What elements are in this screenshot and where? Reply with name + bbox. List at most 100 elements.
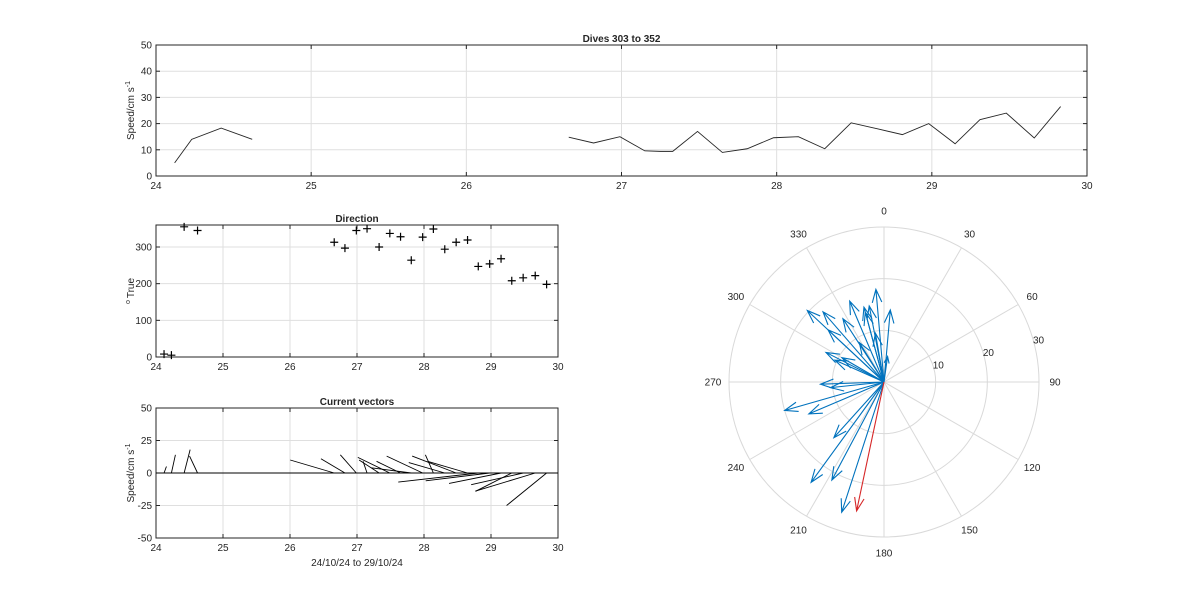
y-axis-label-superscript: -1 xyxy=(125,443,132,449)
compass-angle-label: 300 xyxy=(728,292,745,303)
compass-vector xyxy=(840,381,885,514)
axes-0: 24 25 26 27 28 29 30 0 10 20 30 40 50 Dives 303 to 35… xyxy=(125,34,1093,192)
x-tick-label: 29 xyxy=(485,543,497,554)
current-vector xyxy=(163,466,167,474)
y-axis-label-text: Speed/cm s xyxy=(126,450,137,503)
axes-2: 24 25 26 27 28 29 30 -50 -25 0 25 50 Current vectors… xyxy=(125,397,564,569)
compass-angle-label: 210 xyxy=(790,526,807,537)
compass-angle-label: 150 xyxy=(961,526,978,537)
compass-spoke xyxy=(883,304,1019,383)
y-tick-label: 200 xyxy=(135,279,152,290)
current-vector xyxy=(357,456,391,474)
compass-vector xyxy=(806,309,885,383)
x-tick-label: 24 xyxy=(150,181,162,192)
x-tick-label: 30 xyxy=(552,362,564,373)
compass-angle-label: 270 xyxy=(705,378,722,389)
x-tick-label: 24 xyxy=(150,543,162,554)
compass-ring-label: 10 xyxy=(933,360,945,371)
current-vector xyxy=(427,460,468,474)
current-vector xyxy=(371,467,412,474)
y-axis-label-superscript: -1 xyxy=(125,81,132,87)
y-tick-label: 300 xyxy=(135,243,152,254)
x-tick-label: 30 xyxy=(552,543,564,554)
y-tick-label: 50 xyxy=(141,404,153,415)
y-tick-label: 25 xyxy=(141,436,153,447)
y-tick-label: 30 xyxy=(141,93,153,104)
direction-point xyxy=(375,243,384,251)
x-tick-label: 29 xyxy=(485,362,497,373)
compass-spoke xyxy=(806,247,885,383)
y-tick-label: 0 xyxy=(146,353,152,364)
compass-vector xyxy=(840,356,885,383)
x-tick-label: 28 xyxy=(418,543,430,554)
compass-angle-label: 30 xyxy=(964,229,976,240)
y-axis-label: Speed/cm s-1 xyxy=(125,443,137,502)
y-axis-label-text: True xyxy=(126,278,137,299)
y-tick-label: -25 xyxy=(138,501,153,512)
direction-point xyxy=(167,351,176,360)
x-tick-label: 25 xyxy=(217,543,229,554)
y-axis-label-text: Speed/cm s xyxy=(126,87,137,140)
compass-angle-label: 180 xyxy=(876,549,893,560)
current-vector xyxy=(386,455,423,474)
current-vector xyxy=(425,472,490,482)
direction-point xyxy=(519,273,528,282)
current-vector xyxy=(506,472,547,506)
y-axis-label: Speed/cm s-1 xyxy=(125,81,137,140)
current-vector xyxy=(189,455,198,474)
compass-mean-vector xyxy=(854,381,885,513)
direction-point xyxy=(485,259,494,268)
x-tick-label: 26 xyxy=(461,181,473,192)
direction-point xyxy=(352,226,361,235)
compass-vector xyxy=(807,381,885,415)
direction-point xyxy=(330,238,339,247)
compass-ring-label: 30 xyxy=(1033,335,1045,346)
compass-vector xyxy=(871,287,885,383)
direction-point xyxy=(452,238,461,247)
compass-spoke xyxy=(806,381,885,517)
direction-point xyxy=(180,222,189,231)
direction-point xyxy=(385,229,394,238)
compass-spoke xyxy=(883,247,962,383)
compass-plot: 0 30 60 90 120 150 180 210 240 270 300 330 10 20 30 xyxy=(705,207,1061,560)
x-tick-label: 30 xyxy=(1081,181,1093,192)
y-axis-label-superscript: o xyxy=(125,300,132,304)
x-tick-label: 27 xyxy=(616,181,628,192)
current-vector xyxy=(475,472,536,492)
compass-angle-label: 90 xyxy=(1049,378,1061,389)
speed-series-line xyxy=(174,127,253,164)
x-tick-label: 28 xyxy=(418,362,430,373)
compass-vector xyxy=(866,304,885,383)
y-tick-label: 40 xyxy=(141,67,153,78)
x-tick-label: 25 xyxy=(306,181,318,192)
compass-spoke xyxy=(883,381,1019,460)
y-tick-label: 100 xyxy=(135,316,152,327)
compass-spoke xyxy=(749,381,885,460)
current-vector xyxy=(448,472,502,484)
y-tick-label: -50 xyxy=(138,534,153,545)
compass-angle-label: 120 xyxy=(1024,463,1041,474)
direction-point xyxy=(507,276,516,285)
compass-vector xyxy=(831,381,885,482)
y-tick-label: 10 xyxy=(141,145,153,156)
x-tick-label: 27 xyxy=(351,362,363,373)
x-tick-label: 29 xyxy=(926,181,938,192)
current-vector xyxy=(358,459,380,474)
speed-series-line xyxy=(568,106,1061,153)
x-tick-label: 25 xyxy=(217,362,229,373)
compass-vector xyxy=(842,317,885,383)
compass-angle-label: 0 xyxy=(881,207,887,218)
direction-point xyxy=(407,256,416,265)
compass-ring-label: 20 xyxy=(983,348,995,359)
current-vector xyxy=(183,449,191,474)
direction-point xyxy=(474,262,483,271)
compass-spoke xyxy=(883,381,962,517)
compass-vector xyxy=(883,308,895,383)
chart-title: Dives 303 to 352 xyxy=(583,34,661,45)
current-vector xyxy=(471,472,524,486)
direction-point xyxy=(542,280,551,289)
x-tick-label: 27 xyxy=(351,543,363,554)
compass-vector xyxy=(833,359,885,383)
current-vector xyxy=(320,458,346,474)
